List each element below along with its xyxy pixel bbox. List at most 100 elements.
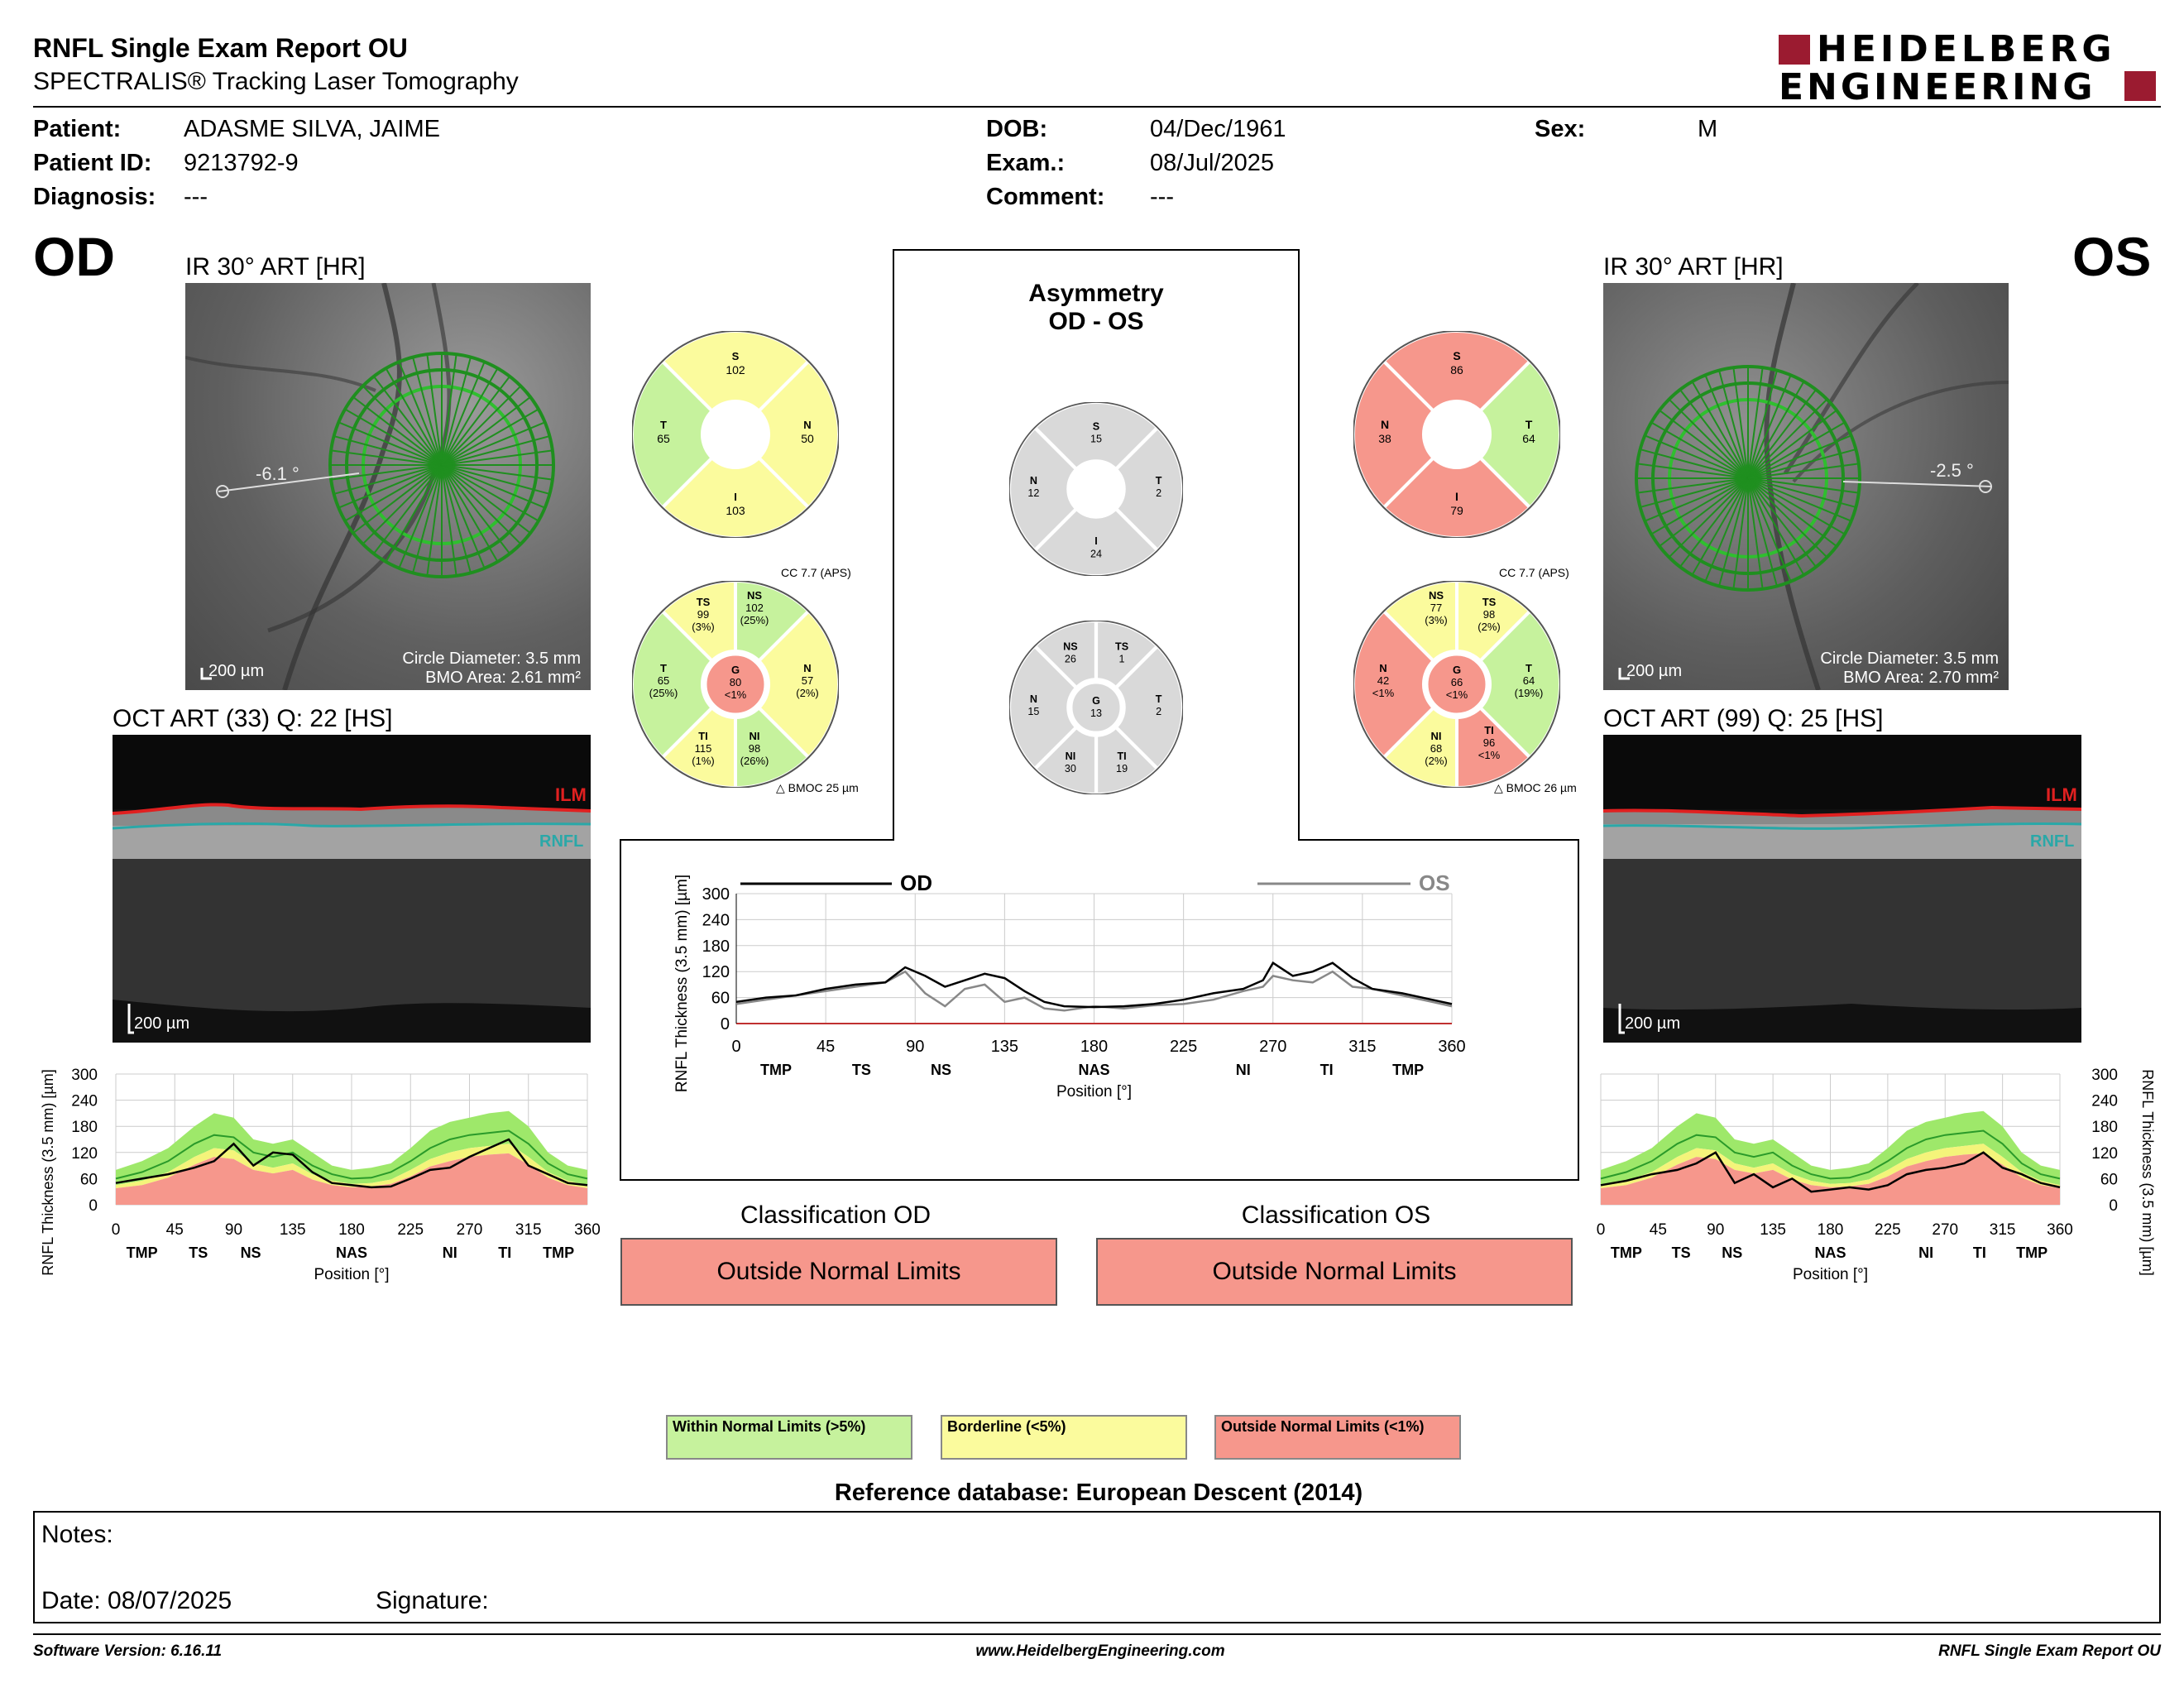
svg-text:N: N bbox=[1030, 693, 1037, 705]
legend-borderline: Borderline (<5%) bbox=[941, 1415, 1187, 1460]
svg-text:I: I bbox=[734, 491, 737, 503]
svg-text:(3%): (3%) bbox=[1425, 614, 1447, 626]
center-xtick: 315 bbox=[1348, 1038, 1376, 1056]
sector-label: NS bbox=[1722, 1244, 1742, 1261]
center-xtick: 135 bbox=[991, 1038, 1018, 1056]
svg-text:NI: NI bbox=[750, 730, 760, 742]
svg-text:G: G bbox=[1092, 695, 1100, 707]
asym-title: Asymmetry bbox=[1028, 280, 1164, 307]
center-ytick: 60 bbox=[711, 990, 730, 1008]
svg-text:TI: TI bbox=[1117, 750, 1126, 762]
borderline-band bbox=[1601, 1144, 2060, 1188]
xtick: 225 bbox=[397, 1221, 424, 1239]
center-xtick: 225 bbox=[1170, 1038, 1197, 1056]
svg-text:19: 19 bbox=[1116, 763, 1128, 774]
xtick: 0 bbox=[1597, 1221, 1606, 1239]
exam-date: 08/Jul/2025 bbox=[1150, 150, 1274, 176]
svg-text:50: 50 bbox=[801, 432, 814, 445]
xlabel: Position [°] bbox=[1793, 1266, 1868, 1283]
patient-id: 9213792-9 bbox=[184, 150, 299, 176]
ytick: 300 bbox=[2091, 1067, 2118, 1084]
header-divider bbox=[33, 106, 2161, 108]
center-sector-label: TS bbox=[852, 1062, 871, 1078]
sector-label: NAS bbox=[336, 1244, 367, 1261]
od-ir-scale: 200 µm bbox=[208, 662, 264, 680]
center-series-od bbox=[735, 961, 1453, 1009]
sector-label: NI bbox=[1918, 1244, 1933, 1261]
svg-text:12: 12 bbox=[1027, 487, 1039, 499]
xtick: 45 bbox=[1650, 1221, 1667, 1239]
ylabel: RNFL Thickness (3.5 mm) [µm] bbox=[40, 1069, 56, 1275]
ytick: 0 bbox=[2109, 1197, 2118, 1215]
xtick: 0 bbox=[112, 1221, 121, 1239]
svg-text:<1%: <1% bbox=[1446, 688, 1468, 701]
normal-band bbox=[116, 1110, 587, 1186]
ytick: 60 bbox=[80, 1171, 98, 1188]
xtick: 90 bbox=[225, 1221, 242, 1239]
svg-text:2: 2 bbox=[1156, 487, 1161, 499]
svg-text:(2%): (2%) bbox=[1425, 755, 1447, 767]
svg-text:68: 68 bbox=[1430, 742, 1442, 755]
svg-text:N: N bbox=[803, 662, 811, 674]
svg-text:N: N bbox=[1381, 418, 1389, 431]
svg-text:13: 13 bbox=[1090, 707, 1102, 719]
classification-os-title: Classification OS bbox=[1241, 1201, 1431, 1229]
xtick: 180 bbox=[338, 1221, 365, 1239]
svg-text:(1%): (1%) bbox=[692, 755, 714, 767]
os-angle-label: -2.5 ° bbox=[1930, 460, 1974, 481]
outside-band bbox=[1601, 1153, 2060, 1205]
patient-name: ADASME SILVA, JAIME bbox=[184, 116, 440, 142]
od-ir-image: -6.1 ° 200 µm Circle Diameter: 3.5 mm BM… bbox=[185, 283, 591, 690]
center-sector-label: NI bbox=[1236, 1062, 1251, 1078]
diagnosis: --- bbox=[184, 184, 208, 210]
svg-text:(25%): (25%) bbox=[740, 614, 769, 626]
svg-text:103: 103 bbox=[726, 504, 745, 517]
svg-text:BMO Area: 2.61 mm²: BMO Area: 2.61 mm² bbox=[425, 669, 581, 687]
legend-od-label: OD bbox=[900, 870, 932, 895]
svg-text:T: T bbox=[1525, 662, 1532, 674]
ytick: 120 bbox=[2091, 1145, 2118, 1163]
svg-text:BMO Area: 2.70 mm²: BMO Area: 2.70 mm² bbox=[1843, 669, 1999, 687]
svg-text:NS: NS bbox=[1063, 640, 1078, 652]
svg-text:T: T bbox=[660, 419, 667, 431]
os-bmoc: △ BMOC 26 µm bbox=[1494, 781, 1577, 794]
comment: --- bbox=[1150, 184, 1174, 210]
classification-od-box: Outside Normal Limits bbox=[620, 1238, 1057, 1306]
center-sector-label: NAS bbox=[1078, 1062, 1109, 1078]
svg-text:S: S bbox=[732, 350, 740, 362]
svg-text:15: 15 bbox=[1090, 434, 1102, 445]
sector-label: NS bbox=[241, 1244, 261, 1261]
mean-normal-line bbox=[1600, 1129, 2061, 1180]
svg-text:(19%): (19%) bbox=[1515, 687, 1544, 699]
notes-box[interactable]: Notes: Date: 08/07/2025 Signature: bbox=[33, 1511, 2161, 1623]
reference-database: Reference database: European Descent (20… bbox=[834, 1479, 1363, 1506]
center-rnfl-chart: 0 60 120 180 240 300 0 45 90 135 180 225 270 315 360 TM… bbox=[673, 870, 1466, 1101]
od-quadrant-diagram: S 102 T 65 N 50 I 103 bbox=[632, 331, 839, 538]
od-oct-scan: ILM RNFL 200 µm bbox=[113, 735, 591, 1043]
sector-label: TS bbox=[189, 1244, 208, 1261]
center-sector-label: TMP bbox=[1392, 1062, 1424, 1078]
center-ytick: 120 bbox=[702, 963, 730, 981]
svg-text:2: 2 bbox=[1156, 706, 1161, 717]
svg-text:30: 30 bbox=[1065, 763, 1076, 774]
svg-text:24: 24 bbox=[1090, 548, 1102, 559]
svg-text:T: T bbox=[660, 662, 667, 674]
svg-text:NI: NI bbox=[1066, 750, 1076, 762]
svg-text:T: T bbox=[1156, 693, 1162, 705]
website-link[interactable]: www.HeidelbergEngineering.com bbox=[975, 1642, 1225, 1660]
svg-text:N: N bbox=[1379, 662, 1387, 674]
classification-od-title: Classification OD bbox=[740, 1201, 932, 1229]
ytick: 60 bbox=[2100, 1171, 2118, 1188]
od-oct-title: OCT ART (33) Q: 22 [HS] bbox=[113, 705, 393, 732]
svg-text:102: 102 bbox=[726, 363, 745, 376]
center-xtick: 360 bbox=[1438, 1038, 1465, 1056]
svg-text:64: 64 bbox=[1523, 674, 1535, 687]
report-title: RNFL Single Exam Report OU bbox=[33, 33, 408, 63]
center-ytick: 0 bbox=[721, 1015, 730, 1033]
svg-text:(25%): (25%) bbox=[649, 687, 678, 699]
os-ir-image: -2.5 ° 200 µm Circle Diameter: 3.5 mm BM… bbox=[1603, 283, 2009, 690]
center-sector-label: NS bbox=[931, 1062, 951, 1078]
ylabel: RNFL Thickness (3.5 mm) [µm] bbox=[2139, 1069, 2156, 1275]
svg-text:S: S bbox=[1453, 349, 1460, 362]
sector-label: TMP bbox=[543, 1244, 574, 1261]
